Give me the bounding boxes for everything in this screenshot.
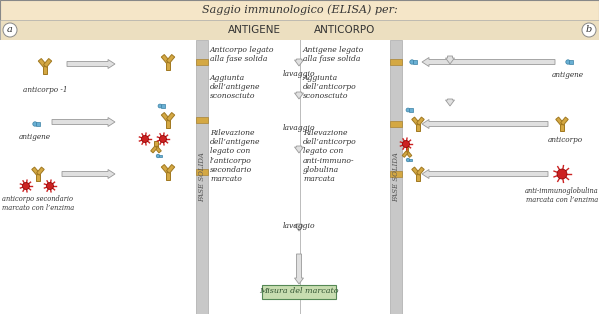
- Text: ANTICORPO: ANTICORPO: [314, 25, 376, 35]
- Text: Rilevazione
dell’anticorpo
legato con
anti-immuno-
globulina
marcata: Rilevazione dell’anticorpo legato con an…: [303, 129, 357, 183]
- Circle shape: [557, 169, 567, 179]
- Text: lavaggio: lavaggio: [283, 70, 315, 78]
- FancyArrow shape: [295, 254, 304, 284]
- Polygon shape: [36, 174, 40, 181]
- Polygon shape: [155, 146, 161, 153]
- Text: FASE SOLIDA: FASE SOLIDA: [392, 152, 400, 202]
- Bar: [196, 59, 208, 65]
- Polygon shape: [416, 124, 420, 131]
- Polygon shape: [167, 55, 175, 63]
- Text: b: b: [586, 25, 592, 35]
- Circle shape: [403, 140, 410, 148]
- FancyArrow shape: [295, 146, 304, 153]
- Polygon shape: [560, 124, 564, 131]
- FancyArrow shape: [52, 117, 115, 127]
- Bar: [196, 40, 208, 314]
- Bar: [390, 121, 402, 127]
- Polygon shape: [161, 55, 170, 63]
- Text: lavaggio: lavaggio: [283, 124, 315, 132]
- Polygon shape: [402, 151, 408, 157]
- Polygon shape: [167, 112, 175, 121]
- Text: antigene: antigene: [552, 71, 584, 79]
- Text: Saggio immunologico (ELISA) per:: Saggio immunologico (ELISA) per:: [202, 5, 397, 15]
- FancyArrow shape: [422, 170, 548, 178]
- Text: Antigene legato
alla fase solida: Antigene legato alla fase solida: [303, 46, 364, 63]
- Polygon shape: [167, 165, 175, 173]
- FancyArrow shape: [422, 120, 548, 128]
- Bar: [196, 117, 208, 123]
- Text: Aggiunta
dell’anticorpo
sconosciuto: Aggiunta dell’anticorpo sconosciuto: [303, 74, 357, 100]
- Polygon shape: [155, 141, 158, 147]
- Polygon shape: [151, 146, 157, 153]
- FancyArrow shape: [295, 59, 304, 66]
- Circle shape: [410, 60, 414, 64]
- Polygon shape: [32, 167, 40, 175]
- FancyArrow shape: [446, 99, 455, 106]
- Polygon shape: [161, 112, 170, 121]
- Text: anti-immunoglobulina
marcata con l’enzima: anti-immunoglobulina marcata con l’enzim…: [525, 187, 599, 204]
- Polygon shape: [417, 167, 424, 175]
- Circle shape: [3, 23, 17, 37]
- FancyArrow shape: [62, 170, 115, 178]
- FancyArrow shape: [295, 224, 304, 231]
- Polygon shape: [561, 117, 568, 125]
- Polygon shape: [406, 147, 409, 152]
- Polygon shape: [38, 58, 47, 67]
- Text: Rilevazione
dell’antigene
legato con
l’anticorpo
secondario
marcato: Rilevazione dell’antigene legato con l’a…: [210, 129, 261, 183]
- Bar: [409, 159, 412, 161]
- Polygon shape: [412, 117, 419, 125]
- Bar: [159, 154, 162, 157]
- Bar: [390, 59, 402, 65]
- Text: ANTIGENE: ANTIGENE: [228, 25, 280, 35]
- Circle shape: [33, 122, 37, 126]
- Text: antigene: antigene: [19, 133, 51, 141]
- Bar: [409, 108, 413, 111]
- Text: anticorpo secondario
marcato con l’enzima: anticorpo secondario marcato con l’enzim…: [2, 195, 74, 212]
- Circle shape: [159, 136, 167, 143]
- Circle shape: [582, 23, 596, 37]
- Circle shape: [158, 104, 162, 108]
- Polygon shape: [417, 117, 424, 125]
- FancyArrow shape: [422, 57, 555, 67]
- Polygon shape: [412, 167, 419, 175]
- Polygon shape: [416, 174, 420, 181]
- Bar: [0, 40, 599, 314]
- Circle shape: [47, 182, 53, 190]
- Circle shape: [23, 182, 29, 190]
- Polygon shape: [37, 167, 44, 175]
- Bar: [390, 40, 402, 314]
- Bar: [161, 105, 165, 108]
- Bar: [262, 285, 336, 299]
- Bar: [196, 169, 208, 175]
- Bar: [569, 60, 573, 64]
- Circle shape: [141, 136, 149, 143]
- Polygon shape: [44, 58, 52, 67]
- Circle shape: [406, 158, 410, 162]
- FancyArrow shape: [295, 92, 304, 99]
- Circle shape: [406, 108, 410, 112]
- FancyArrow shape: [446, 56, 455, 64]
- Text: Anticorpo legato
alla fase solida: Anticorpo legato alla fase solida: [210, 46, 274, 63]
- Polygon shape: [556, 117, 564, 125]
- Polygon shape: [166, 62, 170, 70]
- Text: lavaggio: lavaggio: [283, 222, 315, 230]
- Circle shape: [156, 154, 160, 158]
- Text: Misura del marcato: Misura del marcato: [259, 287, 339, 295]
- Text: Aggiunta
dell’antigene
sconosciuto: Aggiunta dell’antigene sconosciuto: [210, 74, 261, 100]
- Bar: [36, 122, 40, 126]
- Circle shape: [566, 60, 570, 64]
- Text: a: a: [7, 25, 13, 35]
- Bar: [390, 171, 402, 177]
- Polygon shape: [406, 151, 412, 157]
- Bar: [413, 60, 418, 64]
- Polygon shape: [43, 66, 47, 74]
- Polygon shape: [161, 165, 170, 173]
- Text: anticorpo: anticorpo: [547, 136, 583, 144]
- Polygon shape: [166, 172, 170, 180]
- FancyArrow shape: [67, 59, 115, 68]
- Text: anticorpo -1: anticorpo -1: [23, 86, 67, 94]
- Bar: [0, 20, 599, 40]
- Polygon shape: [166, 120, 170, 128]
- Text: FASE SOLIDA: FASE SOLIDA: [198, 152, 206, 202]
